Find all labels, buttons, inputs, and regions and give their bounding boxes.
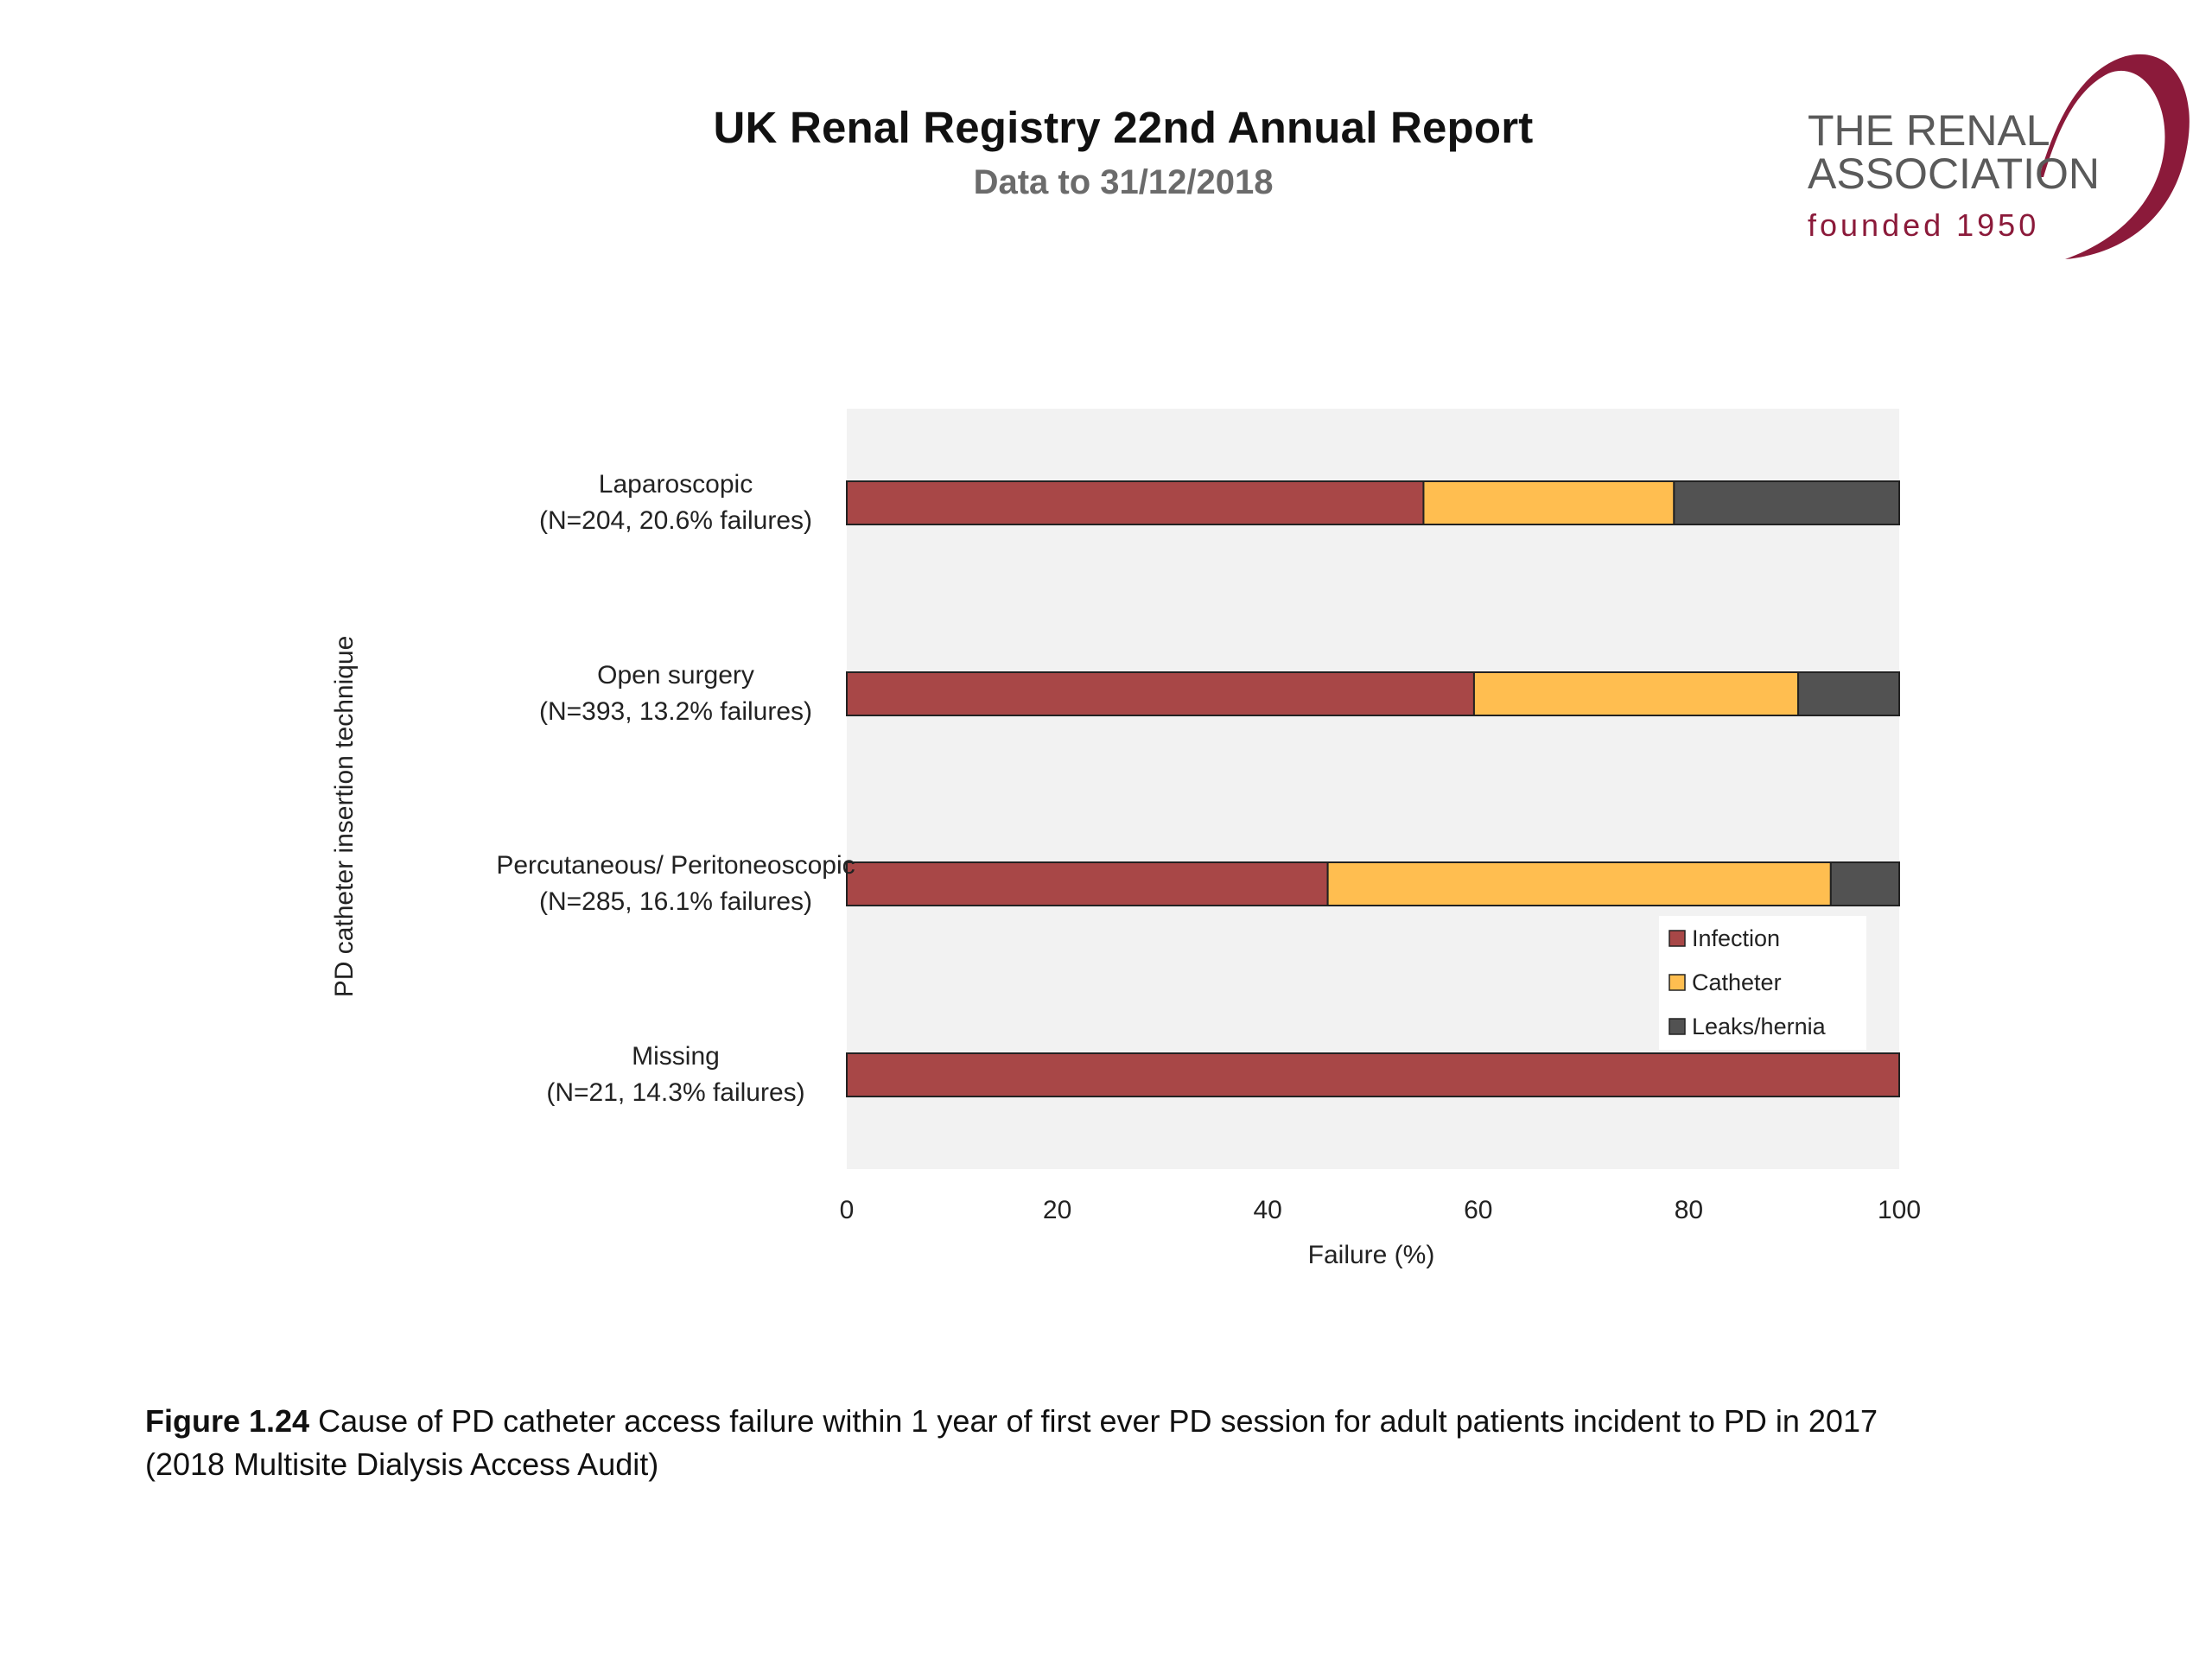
bar-segment-catheter-2 bbox=[1326, 861, 1832, 906]
legend-background bbox=[1659, 916, 1866, 1050]
bar-segment-leaks-hernia-0 bbox=[1673, 480, 1901, 525]
category-label-0-line-0: Laparoscopic bbox=[599, 470, 753, 499]
x-axis-label: Failure (%) bbox=[1308, 1241, 1435, 1269]
report-title: UK Renal Registry 22nd Annual Report bbox=[713, 103, 1534, 152]
legend: Infection Catheter Leaks/hernia bbox=[1659, 916, 1866, 1050]
bars-layer bbox=[846, 480, 1901, 1097]
renal-association-logo: THE RENAL ASSOCIATION founded 1950 bbox=[1808, 54, 2190, 259]
bar-segment-catheter-0 bbox=[1422, 480, 1675, 525]
logo-line-3: founded 1950 bbox=[1808, 207, 2039, 243]
legend-label-0: Infection bbox=[1692, 925, 1780, 951]
figure-label: Figure 1.24 bbox=[145, 1403, 310, 1439]
bar-segment-leaks-hernia-2 bbox=[1829, 861, 1901, 906]
caption-line-1: Cause of PD catheter access failure with… bbox=[309, 1403, 1878, 1439]
category-label-3-line-1: (N=21, 14.3% failures) bbox=[546, 1078, 804, 1107]
legend-label-2: Leaks/hernia bbox=[1692, 1014, 1827, 1039]
category-label-2-line-0: Percutaneous/ Peritoneoscopic bbox=[496, 851, 855, 880]
category-label-3-line-0: Missing bbox=[632, 1042, 720, 1071]
bar-segment-infection-1 bbox=[846, 671, 1475, 716]
legend-swatch-2 bbox=[1669, 1018, 1686, 1035]
y-axis-label: PD catheter insertion technique bbox=[330, 636, 359, 998]
logo-line-2: ASSOCIATION bbox=[1808, 149, 2100, 198]
x-tick-label-4: 80 bbox=[1675, 1196, 1703, 1224]
bar-segment-infection-2 bbox=[846, 861, 1329, 906]
bar-segment-infection-3 bbox=[846, 1052, 1900, 1097]
x-tick-label-0: 0 bbox=[840, 1196, 855, 1224]
logo-line-1: THE RENAL bbox=[1808, 106, 2050, 155]
category-labels: Laparoscopic (N=204, 20.6% failures) Open … bbox=[496, 470, 855, 1107]
legend-swatch-1 bbox=[1669, 974, 1686, 991]
x-tick-label-1: 20 bbox=[1043, 1196, 1071, 1224]
legend-swatch-0 bbox=[1669, 930, 1686, 947]
category-label-1-line-1: (N=393, 13.2% failures) bbox=[539, 697, 812, 726]
bar-segment-catheter-1 bbox=[1472, 671, 1800, 716]
x-axis-ticks: 0 20 40 60 80 100 bbox=[840, 1196, 1921, 1224]
bar-segment-infection-0 bbox=[846, 480, 1425, 525]
logo-swoosh bbox=[2039, 54, 2190, 259]
x-tick-label-3: 60 bbox=[1464, 1196, 1492, 1224]
category-label-2-line-1: (N=285, 16.1% failures) bbox=[539, 887, 812, 916]
x-tick-label-2: 40 bbox=[1254, 1196, 1282, 1224]
legend-label-1: Catheter bbox=[1692, 969, 1782, 995]
stacked-bar-chart: Laparoscopic (N=204, 20.6% failures) Open … bbox=[330, 409, 1921, 1269]
category-label-0-line-1: (N=204, 20.6% failures) bbox=[539, 506, 812, 535]
x-tick-label-5: 100 bbox=[1878, 1196, 1921, 1224]
caption-line-2: (2018 Multisite Dialysis Access Audit) bbox=[145, 1446, 659, 1482]
report-header: UK Renal Registry 22nd Annual Report Dat… bbox=[0, 102, 2212, 202]
bar-segment-leaks-hernia-1 bbox=[1797, 671, 1901, 716]
figure-caption: Figure 1.24 Cause of PD catheter access … bbox=[145, 1400, 2133, 1486]
category-label-1-line-0: Open surgery bbox=[597, 661, 754, 690]
report-subtitle: Data to 31/12/2018 bbox=[973, 163, 1274, 201]
